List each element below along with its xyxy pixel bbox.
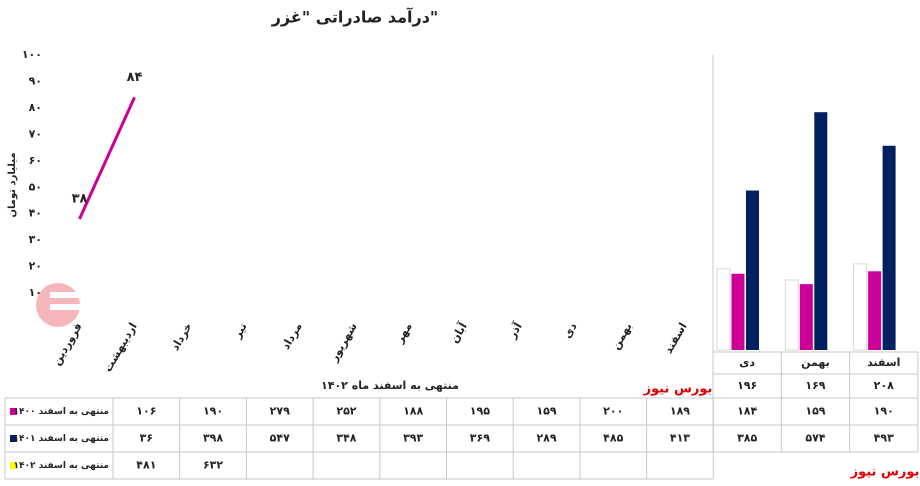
table-cell: ۱۹۵ <box>470 405 490 418</box>
x-tick-label: اسفند <box>867 356 900 369</box>
table-cell: ۱۸۸ <box>403 405 423 418</box>
table-cell: ۱۹۰ <box>203 405 223 418</box>
table-cell: ۵۷۴ <box>805 432 825 445</box>
table-cell: ۱۹۶ <box>737 379 757 392</box>
watermark: بورس نیوز <box>850 465 920 480</box>
y-axis-label: میلیارد تومان <box>7 152 18 217</box>
data-label: ۳۸ <box>72 191 88 206</box>
bar <box>853 263 868 351</box>
table-cell: ۳۴۸ <box>336 432 356 445</box>
y-tick-label: ۴۰ <box>29 207 42 220</box>
y-tick-label: ۲۰ <box>29 260 42 273</box>
x-tick-label: دی <box>739 356 755 369</box>
y-tick-label: ۵۰ <box>29 180 42 193</box>
legend-swatch <box>10 408 17 415</box>
chart-title: درآمد صادراتی "غزر" <box>271 7 439 27</box>
legend-swatch <box>10 462 17 469</box>
table-cell: ۲۰۸ <box>874 379 894 392</box>
bar <box>868 271 882 350</box>
table-cell: ۴۸۵ <box>603 432 623 445</box>
legend-label: منتهی به اسفند ۱۴۰۲ <box>14 461 109 471</box>
table-cell: ۳۹۳ <box>403 432 423 445</box>
watermark: بورس نیوز <box>643 382 713 397</box>
table-cell: ۴۹۳ <box>874 432 894 445</box>
table-cell: ۳۸۵ <box>737 432 757 445</box>
data-label: ۸۴ <box>127 70 143 85</box>
bar <box>784 279 799 351</box>
bar <box>716 268 731 351</box>
table-cell: ۱۸۹ <box>670 405 690 418</box>
bar <box>882 145 896 350</box>
bar <box>814 112 828 350</box>
bar <box>731 273 745 350</box>
bar <box>746 190 759 350</box>
table-cell: ۱۸۴ <box>737 405 757 418</box>
table-cell: ۳۶۹ <box>470 432 490 445</box>
x-axis-label: منتهی به اسفند ماه ۱۴۰۲ <box>321 379 459 392</box>
table-cell: ۲۷۹ <box>270 405 290 418</box>
x-tick-label: بهمن <box>801 356 830 369</box>
y-tick-label: ۷۰ <box>29 127 42 140</box>
y-tick-label: ۱۰ <box>29 286 42 299</box>
y-tick-label: ۶۰ <box>29 154 42 167</box>
y-tick-label: ۱۰۰ <box>22 48 42 61</box>
table-cell: ۴۸۱ <box>136 459 156 472</box>
table-cell: ۱۰۶ <box>136 405 156 418</box>
table-cell: ۳۶ <box>140 432 153 445</box>
table-cell: ۱۵۹ <box>805 405 825 418</box>
table-cell: ۱۶۹ <box>805 379 825 392</box>
table-cell: ۳۹۸ <box>203 432 223 445</box>
table-cell: ۴۱۳ <box>670 432 690 445</box>
table-cell: ۲۰۰ <box>603 405 623 418</box>
legend-swatch <box>10 435 17 442</box>
table-cell: ۶۳۲ <box>203 459 223 472</box>
logo-watermark <box>36 283 80 327</box>
table-cell: ۲۸۹ <box>536 432 556 445</box>
legend-label: منتهی به اسفند ۱۴۰۰ <box>14 407 109 417</box>
table-cell: ۱۹۰ <box>874 405 894 418</box>
y-tick-label: ۳۰ <box>29 233 42 246</box>
y-tick-label: ۹۰ <box>29 74 42 87</box>
table-cell: ۱۵۹ <box>536 405 556 418</box>
bar <box>799 284 813 350</box>
line <box>78 96 136 220</box>
table-cell: ۵۴۷ <box>270 432 290 445</box>
y-tick-label: ۸۰ <box>29 101 42 114</box>
legend-label: منتهی به اسفند ۱۴۰۱ <box>14 434 109 444</box>
table-cell: ۲۵۲ <box>336 405 356 418</box>
